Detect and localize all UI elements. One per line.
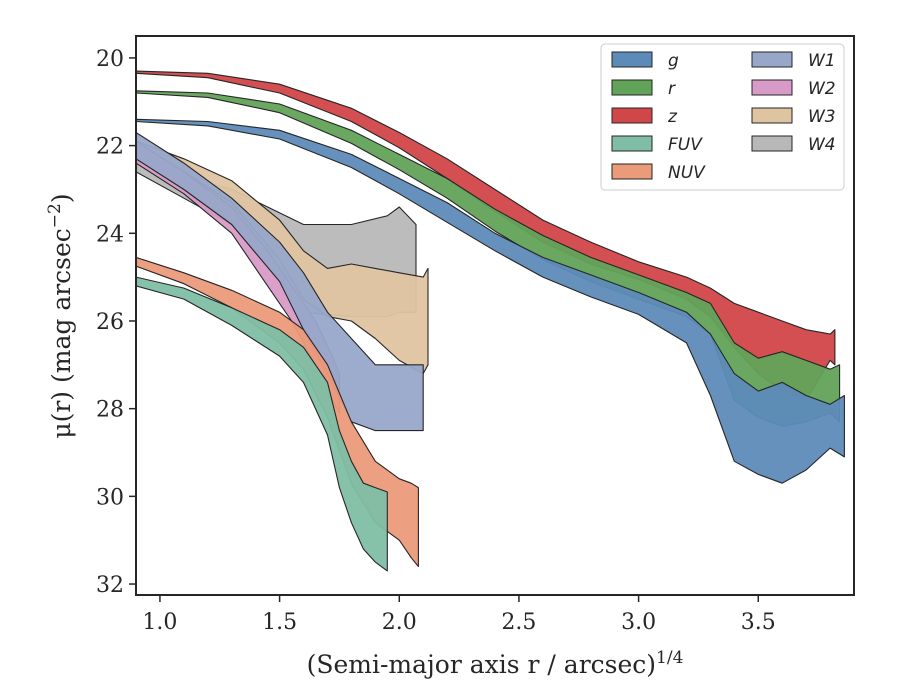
legend-swatch-w2 — [751, 79, 793, 96]
x-axis-label: (Semi-major axis r / arcsec)1/4 — [307, 648, 684, 679]
x-tick-label: 3.0 — [621, 610, 656, 635]
plot-frame — [135, 35, 855, 596]
y-axis-label: μ(r) (mag arcsec−2) — [45, 193, 76, 438]
x-tick-label: 3.5 — [741, 610, 776, 635]
legend-label-w3: W3 — [808, 107, 836, 127]
legend-swatch-w4 — [751, 135, 793, 152]
legend-swatch-z — [611, 107, 653, 124]
y-axis-label-exponent: −2 — [45, 203, 65, 228]
x-axis-label-exponent: 1/4 — [656, 648, 683, 668]
y-tick-label: 26 — [96, 310, 124, 335]
legend-label-w2: W2 — [808, 79, 836, 99]
y-tick-label: 22 — [96, 135, 124, 160]
legend-label-fuv: FUV — [668, 135, 703, 155]
legend-label-r: r — [668, 79, 676, 99]
y-tick-label: 20 — [96, 47, 124, 72]
legend-label-w4: W4 — [808, 135, 836, 155]
x-tick-label: 2.0 — [382, 610, 417, 635]
y-tick-label: 32 — [96, 573, 124, 598]
y-tick-label: 30 — [96, 485, 124, 510]
x-tick-label: 1.5 — [262, 610, 297, 635]
legend-label-nuv: NUV — [668, 163, 706, 183]
x-tick-label: 1.0 — [142, 610, 177, 635]
y-tick-label: 28 — [96, 398, 124, 423]
legend-label-z: z — [667, 107, 678, 127]
legend-label-w1: W1 — [808, 51, 836, 71]
band-g — [136, 118, 845, 484]
band-w1 — [136, 131, 424, 432]
plot-area — [136, 70, 845, 572]
x-axis: 1.0 1.5 2.0 2.5 3.0 3.5 — [142, 595, 776, 635]
legend-label-g: g — [668, 51, 679, 71]
x-tick-label: 2.5 — [501, 610, 536, 635]
legend-swatch-g — [611, 51, 653, 68]
y-axis-label-close: ) — [47, 193, 76, 203]
legend-swatch-nuv — [611, 163, 653, 180]
legend: grz FUV NUV W1 W2 W3 W4 — [600, 43, 845, 191]
legend-swatch-w1 — [751, 51, 793, 68]
legend-swatch-fuv — [611, 135, 653, 152]
y-axis: 20 22 24 26 28 30 32 — [96, 47, 136, 598]
legend-swatch-w3 — [751, 107, 793, 124]
legend-swatch-r — [611, 79, 653, 96]
y-tick-label: 24 — [96, 222, 124, 247]
band-fuv — [136, 276, 388, 572]
